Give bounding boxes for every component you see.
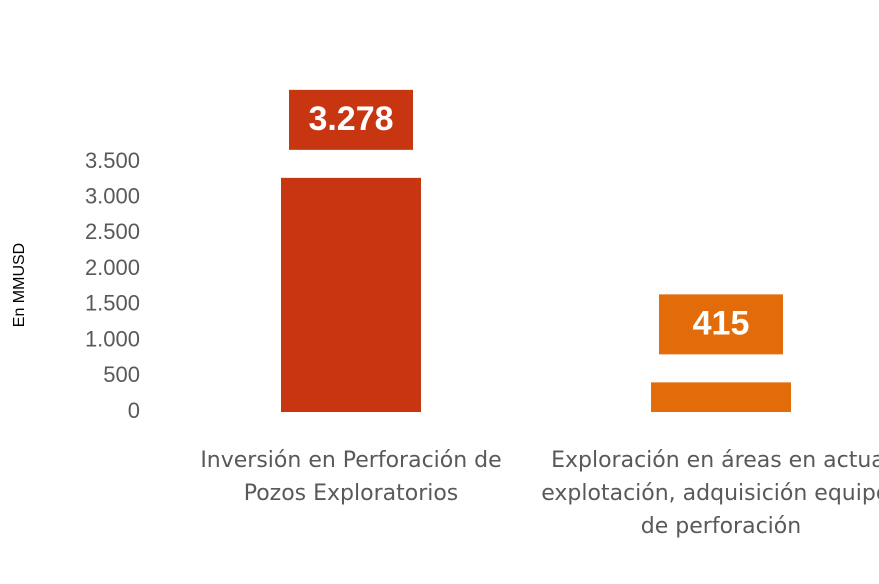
data-label: 3.278	[308, 100, 393, 138]
bar	[281, 177, 421, 412]
y-tick-label: 2.500	[85, 219, 140, 244]
y-tick-label: 0	[128, 398, 140, 423]
y-tick-label: 3.500	[85, 148, 140, 173]
y-axis-title: En MMUSD	[11, 243, 28, 327]
y-tick-label: 1.000	[85, 326, 140, 351]
y-tick-label: 3.000	[85, 184, 140, 209]
data-label-box	[659, 294, 783, 355]
y-tick-label: 2.000	[85, 255, 140, 280]
data-label-box	[289, 89, 413, 150]
bar	[651, 382, 791, 412]
y-tick-label: 1.500	[85, 291, 140, 316]
data-label: 415	[693, 304, 750, 342]
x-tick-label: Inversión en Perforación de Pozos Explor…	[200, 448, 502, 506]
x-tick-label: Exploración en áreas en actual explotaci…	[541, 448, 879, 539]
y-tick-label: 500	[103, 362, 140, 387]
